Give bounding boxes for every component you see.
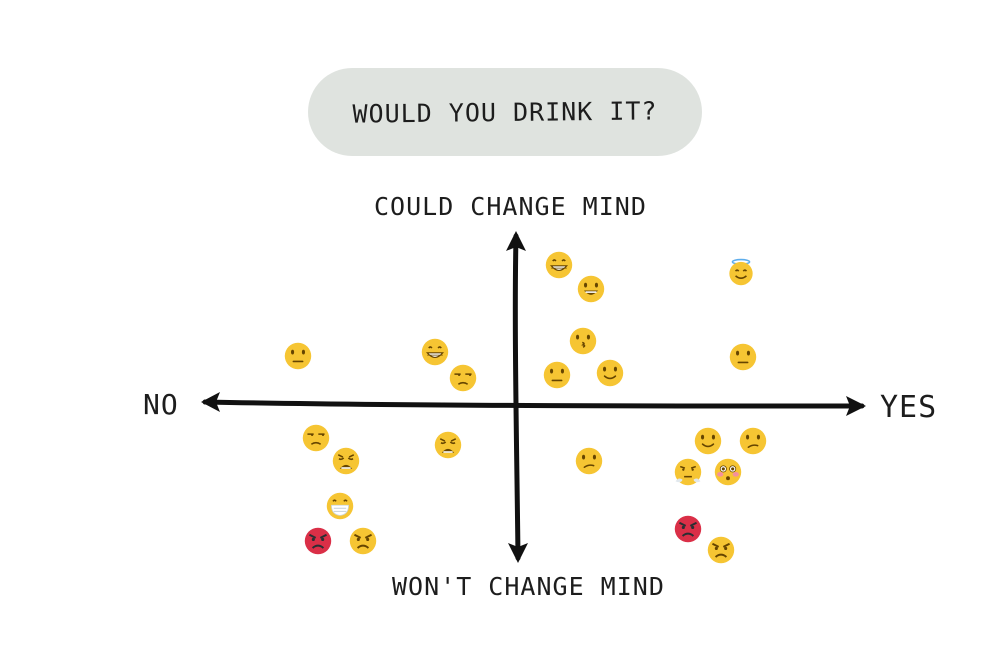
pouting-face-icon: [304, 527, 332, 555]
pouting-face-icon-glyph: [304, 527, 332, 555]
angry-face-icon-glyph: [707, 536, 735, 564]
smiling-face-with-open-mouth-icon: [577, 275, 605, 303]
horizontal-axis: [202, 399, 865, 409]
axis-label-bottom: WON'T CHANGE MIND: [392, 572, 665, 601]
slightly-smiling-face-icon: [694, 427, 722, 455]
grinning-face-icon: [421, 338, 449, 366]
angry-face-icon-glyph: [349, 527, 377, 555]
face-with-medical-mask-icon-glyph: [326, 492, 354, 520]
face-with-medical-mask-icon: [326, 492, 354, 520]
axis-label-right: YES: [880, 390, 938, 425]
smiling-face-with-halo-icon: [727, 258, 755, 286]
neutral-face-icon: [284, 342, 312, 370]
flushed-face-icon: [714, 458, 742, 486]
smiling-face-with-open-mouth-icon-glyph: [577, 275, 605, 303]
confused-face-icon-glyph: [739, 427, 767, 455]
weary-face-icon: [434, 431, 462, 459]
angry-face-icon: [349, 527, 377, 555]
unamused-face-icon-glyph: [302, 424, 330, 452]
arrowhead-left: [201, 392, 220, 412]
angry-face-icon: [707, 536, 735, 564]
slightly-smiling-face-icon: [596, 359, 624, 387]
slightly-smiling-face-icon-glyph: [596, 359, 624, 387]
confused-face-icon-glyph: [575, 447, 603, 475]
confused-face-icon: [575, 447, 603, 475]
vertical-axis: [512, 233, 521, 561]
neutral-face-icon: [543, 361, 571, 389]
weary-face-icon-glyph: [332, 447, 360, 475]
pouting-face-icon-glyph: [674, 515, 702, 543]
neutral-face-icon: [729, 343, 757, 371]
kissing-face-icon-glyph: [569, 327, 597, 355]
grinning-face-icon: [545, 251, 573, 279]
neutral-face-icon-glyph: [284, 342, 312, 370]
title-bubble: [308, 68, 702, 156]
neutral-face-icon-glyph: [729, 343, 757, 371]
weary-face-icon: [332, 447, 360, 475]
weary-face-icon-glyph: [434, 431, 462, 459]
arrowhead-up: [506, 231, 526, 251]
grinning-face-icon-glyph: [545, 251, 573, 279]
kissing-face-icon: [569, 327, 597, 355]
arrowhead-down: [508, 543, 528, 563]
smiling-face-with-halo-icon-glyph: [729, 258, 753, 286]
confused-face-icon: [739, 427, 767, 455]
grinning-face-icon-glyph: [421, 338, 449, 366]
slightly-smiling-face-icon-glyph: [694, 427, 722, 455]
face-with-steam-icon: [674, 458, 702, 486]
axis-label-top: COULD CHANGE MIND: [374, 192, 647, 221]
axis-label-left: NO: [143, 388, 179, 421]
neutral-face-icon-glyph: [543, 361, 571, 389]
unamused-face-icon: [302, 424, 330, 452]
pouting-face-icon: [674, 515, 702, 543]
flushed-face-icon-glyph: [714, 458, 742, 486]
unamused-face-icon: [449, 364, 477, 392]
face-with-steam-icon-glyph: [674, 458, 702, 486]
arrowhead-right: [846, 396, 866, 416]
unamused-face-icon-glyph: [449, 364, 477, 392]
